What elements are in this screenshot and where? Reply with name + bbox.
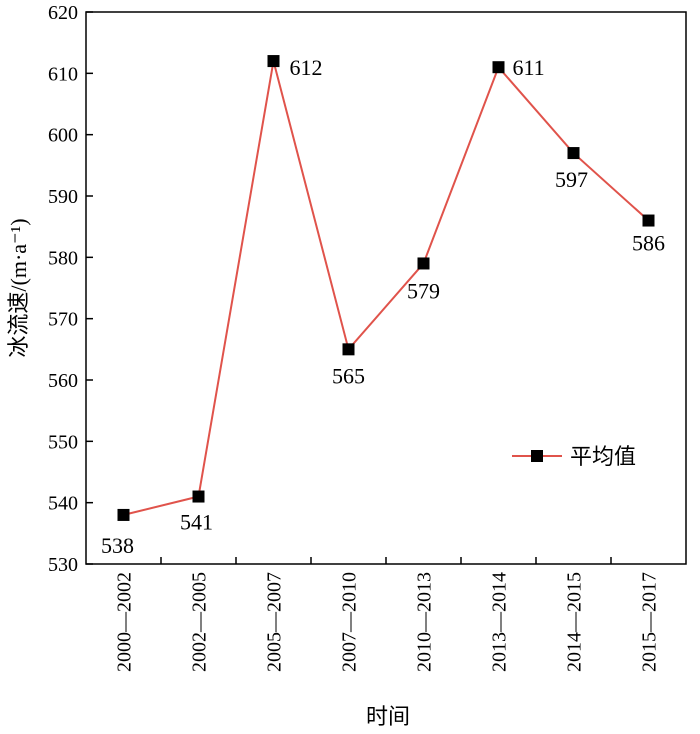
x-tick-label: 2010—2013 — [414, 572, 436, 672]
y-axis-title: 冰流速/(m·a⁻¹) — [6, 218, 31, 357]
y-tick-label: 620 — [48, 2, 78, 24]
series-average — [117, 55, 655, 521]
data-point — [267, 55, 280, 68]
data-point — [642, 214, 655, 227]
legend: 平均值 — [512, 444, 636, 469]
data-point — [192, 490, 205, 503]
y-tick-label: 530 — [48, 554, 78, 576]
data-label: 538 — [101, 533, 134, 558]
data-label: 611 — [513, 55, 545, 80]
y-tick-label: 560 — [48, 370, 78, 392]
series-line — [123, 60, 650, 516]
legend-label: 平均值 — [570, 444, 636, 469]
x-tick-label: 2005—2007 — [264, 572, 286, 672]
y-tick-label: 570 — [48, 309, 78, 331]
y-tick-label: 600 — [48, 125, 78, 147]
y-tick-label: 580 — [48, 247, 78, 269]
x-tick-label: 2013—2014 — [489, 572, 511, 672]
data-label: 565 — [332, 363, 365, 388]
data-point — [117, 508, 130, 521]
y-tick-label: 610 — [48, 63, 78, 85]
x-tick-label: 2002—2005 — [189, 572, 211, 672]
x-tick-label: 2007—2010 — [339, 572, 361, 672]
data-point — [342, 343, 355, 356]
data-labels: 538 541 612 565 579 611 597 586 — [101, 55, 665, 558]
x-axis-title: 时间 — [366, 704, 410, 729]
data-label: 612 — [290, 55, 323, 80]
x-tick-label: 2014—2015 — [564, 572, 586, 672]
data-label: 541 — [180, 510, 213, 535]
data-point — [492, 61, 505, 74]
x-axis: 2000—2002 2002—2005 2005—2007 2007—2010 2010… — [114, 557, 661, 672]
legend-marker — [531, 450, 543, 462]
data-point — [567, 147, 580, 160]
data-label: 586 — [632, 231, 665, 256]
x-tick-label: 2000—2002 — [114, 572, 136, 672]
y-axis: 530 540 550 560 570 580 590 600 610 620 — [48, 2, 93, 576]
data-label: 597 — [555, 167, 588, 192]
y-tick-label: 540 — [48, 493, 78, 515]
y-tick-label: 590 — [48, 186, 78, 208]
data-point — [417, 257, 430, 270]
data-label: 579 — [407, 278, 440, 303]
x-tick-label: 2015—2017 — [639, 572, 661, 672]
plot-frame — [85, 11, 687, 565]
y-tick-label: 550 — [48, 431, 78, 453]
